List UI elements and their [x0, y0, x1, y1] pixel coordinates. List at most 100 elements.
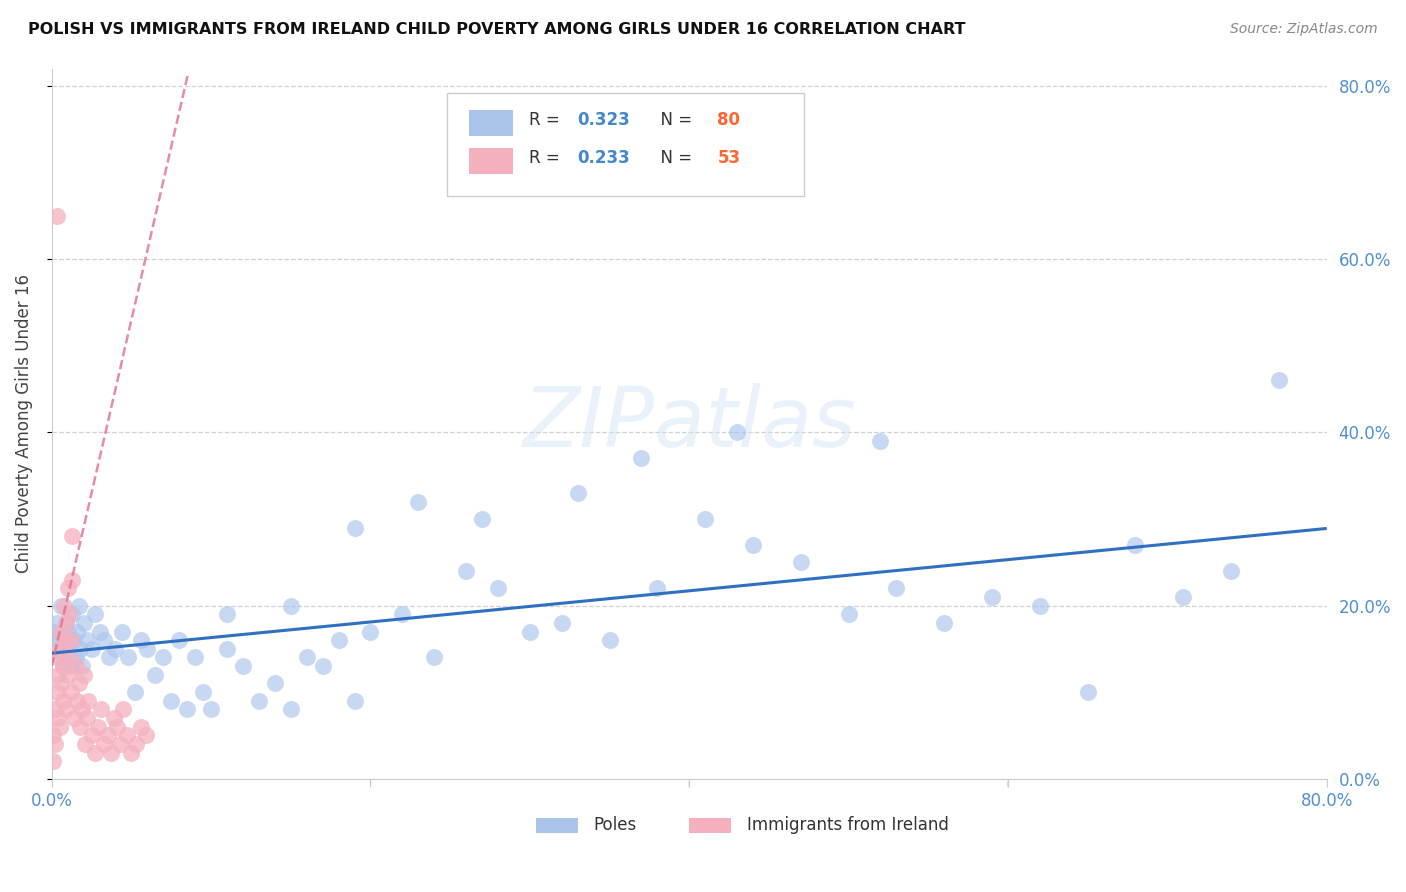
Point — [62, 607, 84, 622]
Point — [1125, 538, 1147, 552]
Point — [263, 676, 285, 690]
Point — [117, 650, 139, 665]
Point — [167, 633, 190, 648]
Point — [1029, 599, 1052, 613]
Point — [59, 685, 82, 699]
Point — [44, 702, 66, 716]
Point — [66, 624, 89, 639]
Point — [886, 581, 908, 595]
Point — [87, 720, 110, 734]
Bar — [468, 148, 513, 174]
Point — [110, 737, 132, 751]
Point — [45, 650, 67, 665]
Point — [160, 694, 183, 708]
Text: R =: R = — [529, 149, 565, 167]
Point — [869, 434, 891, 448]
Point — [725, 425, 748, 440]
Point — [63, 711, 86, 725]
Point — [838, 607, 860, 622]
Text: Poles: Poles — [593, 816, 637, 834]
Point — [72, 615, 94, 630]
Point — [67, 599, 90, 613]
Point — [647, 581, 669, 595]
Point — [176, 702, 198, 716]
Point — [70, 702, 93, 716]
Point — [184, 650, 207, 665]
Point — [42, 728, 65, 742]
Point — [56, 581, 79, 595]
Point — [1173, 590, 1195, 604]
Text: 53: 53 — [717, 149, 741, 167]
Point — [567, 486, 589, 500]
Text: ZIPatlas: ZIPatlas — [523, 384, 856, 464]
Point — [59, 659, 82, 673]
Point — [124, 685, 146, 699]
Point — [215, 641, 238, 656]
Point — [48, 641, 70, 656]
Point — [65, 659, 87, 673]
Point — [695, 512, 717, 526]
Point — [69, 720, 91, 734]
Text: N =: N = — [650, 149, 697, 167]
Point — [135, 728, 157, 742]
Point — [70, 659, 93, 673]
Point — [90, 702, 112, 716]
Point — [45, 615, 67, 630]
Point — [76, 711, 98, 725]
Point — [62, 573, 84, 587]
Point — [599, 633, 621, 648]
Point — [77, 694, 100, 708]
Point — [53, 633, 76, 648]
Point — [486, 581, 509, 595]
Point — [45, 685, 67, 699]
Point — [136, 641, 159, 656]
Point — [343, 520, 366, 534]
Point — [200, 702, 222, 716]
Text: N =: N = — [650, 111, 697, 128]
Text: Immigrants from Ireland: Immigrants from Ireland — [747, 816, 949, 834]
Point — [93, 737, 115, 751]
Point — [65, 650, 87, 665]
Point — [311, 659, 333, 673]
Point — [232, 659, 254, 673]
Point — [59, 633, 82, 648]
Point — [56, 668, 79, 682]
Point — [934, 615, 956, 630]
Point — [53, 599, 76, 613]
Point — [152, 650, 174, 665]
Text: 0.323: 0.323 — [576, 111, 630, 128]
Point — [51, 676, 73, 690]
Point — [471, 512, 494, 526]
FancyBboxPatch shape — [447, 94, 804, 196]
Text: 80: 80 — [717, 111, 741, 128]
Point — [75, 737, 97, 751]
Point — [58, 641, 80, 656]
Point — [55, 615, 77, 630]
Point — [280, 599, 302, 613]
Point — [67, 676, 90, 690]
Point — [981, 590, 1004, 604]
Point — [115, 728, 138, 742]
Point — [247, 694, 270, 708]
Point — [519, 624, 541, 639]
Point — [93, 633, 115, 648]
Point — [46, 711, 69, 725]
Point — [52, 659, 75, 673]
Point — [343, 694, 366, 708]
Point — [44, 737, 66, 751]
Point — [790, 555, 813, 569]
Point — [51, 624, 73, 639]
Point — [391, 607, 413, 622]
Point — [1268, 373, 1291, 387]
Text: Source: ZipAtlas.com: Source: ZipAtlas.com — [1230, 22, 1378, 37]
Point — [62, 529, 84, 543]
Point — [96, 728, 118, 742]
Point — [69, 641, 91, 656]
Bar — [536, 818, 578, 833]
Point — [72, 668, 94, 682]
Text: R =: R = — [529, 111, 565, 128]
Point — [129, 720, 152, 734]
Point — [105, 720, 128, 734]
Point — [46, 641, 69, 656]
Text: POLISH VS IMMIGRANTS FROM IRELAND CHILD POVERTY AMONG GIRLS UNDER 16 CORRELATION: POLISH VS IMMIGRANTS FROM IRELAND CHILD … — [28, 22, 966, 37]
